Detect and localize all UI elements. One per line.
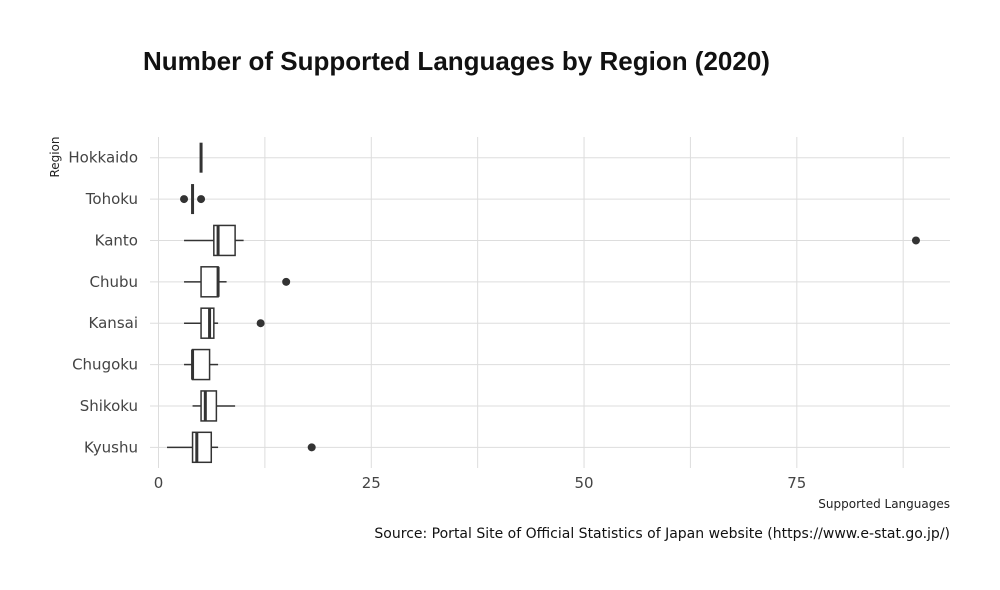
box-iqr [200, 266, 219, 298]
outlier-point [911, 236, 920, 245]
y-tick-label: Kanto [95, 231, 138, 249]
x-axis-label: Supported Languages [818, 497, 950, 511]
y-tick-label: Kansai [89, 314, 138, 332]
y-tick-label: Tohoku [85, 190, 138, 208]
y-tick-label: Chubu [89, 273, 138, 291]
box-kanto [184, 224, 920, 257]
x-tick-labels: 0 25 50 75 [154, 474, 807, 492]
outlier-point [256, 319, 265, 328]
grid [150, 137, 950, 468]
y-tick-label: Kyushu [84, 438, 138, 456]
box-tohoku [180, 184, 206, 215]
chart-title: Number of Supported Languages by Region … [143, 46, 770, 76]
y-tick-labels: Hokkaido Tohoku Kanto Chubu Kansai Chugoku Shi… [68, 149, 138, 457]
box-shikoku [192, 390, 236, 422]
box-kyushu [167, 431, 316, 464]
x-tick-label: 75 [787, 474, 806, 492]
box-chugoku [184, 348, 219, 381]
outlier-point [307, 443, 316, 452]
y-tick-label: Shikoku [80, 397, 138, 415]
outlier-point [197, 195, 206, 204]
y-tick-label: Hokkaido [68, 149, 138, 167]
y-tick-label: Chugoku [72, 356, 138, 374]
box-iqr [191, 348, 211, 381]
outlier-point [282, 277, 291, 286]
box-chubu [184, 266, 291, 298]
y-axis-label: Region [48, 136, 62, 177]
x-tick-label: 25 [362, 474, 381, 492]
boxes [167, 142, 920, 464]
box-iqr [200, 307, 215, 339]
x-tick-label: 50 [574, 474, 593, 492]
box-kansai [184, 307, 265, 339]
x-tick-label: 0 [154, 474, 164, 492]
outlier-point [180, 195, 189, 204]
source-caption: Source: Portal Site of Official Statisti… [374, 526, 950, 542]
box-iqr [200, 390, 218, 422]
